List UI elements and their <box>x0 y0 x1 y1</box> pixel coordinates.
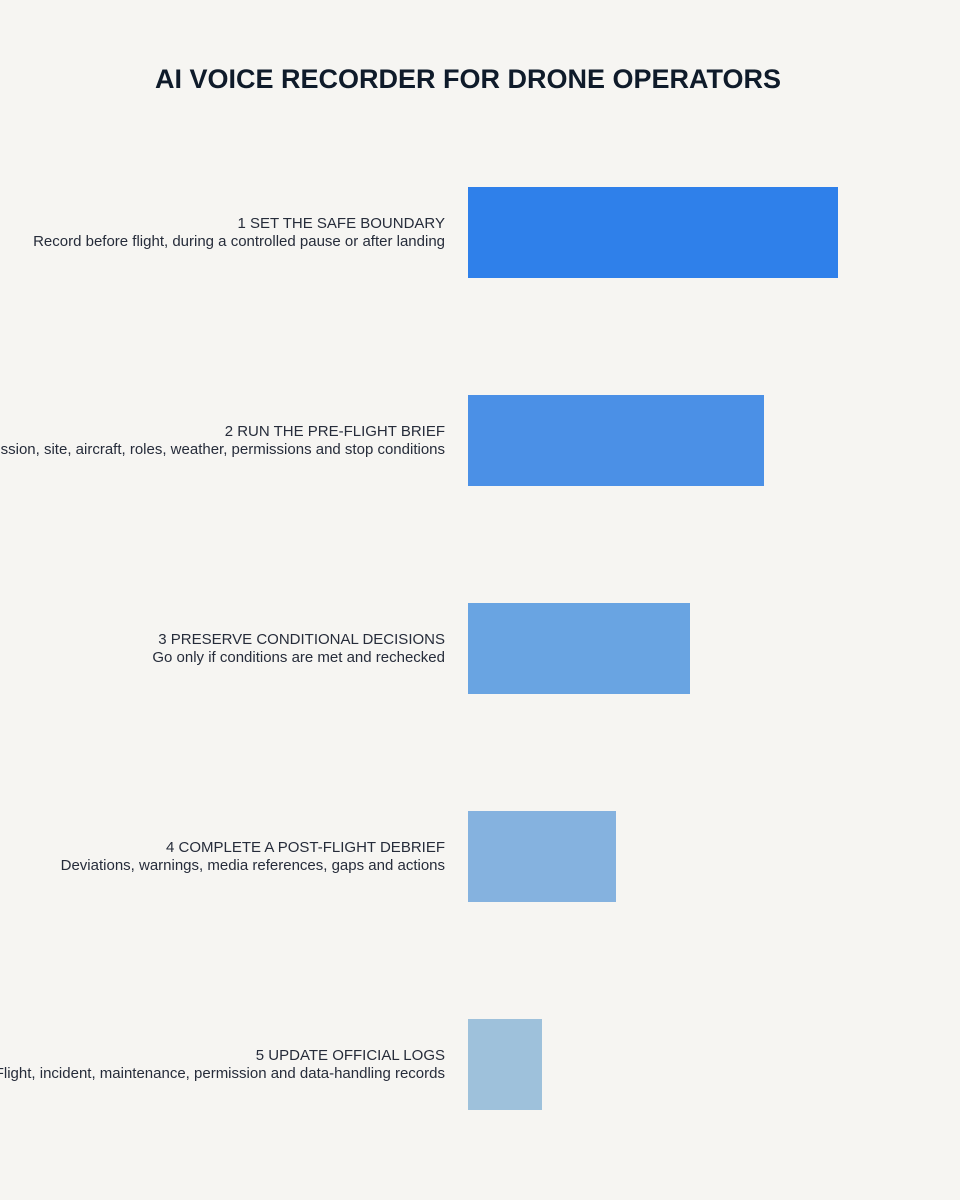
category-description: Flight, incident, maintenance, permissio… <box>0 1065 445 1082</box>
bar <box>468 1019 542 1110</box>
bar <box>468 811 616 902</box>
category-description: Mission, site, aircraft, roles, weather,… <box>0 441 445 458</box>
bar <box>468 603 690 694</box>
chart-title: AI VOICE RECORDER FOR DRONE OPERATORS <box>155 64 781 94</box>
category-label: 1 SET THE SAFE BOUNDARY <box>237 215 445 232</box>
category-label: 3 PRESERVE CONDITIONAL DECISIONS <box>158 631 445 648</box>
bar <box>468 187 838 278</box>
category-description: Record before flight, during a controlle… <box>33 233 445 250</box>
category-description: Deviations, warnings, media references, … <box>61 857 445 874</box>
category-description: Go only if conditions are met and rechec… <box>152 649 445 666</box>
bar <box>468 395 764 486</box>
category-label: 2 RUN THE PRE-FLIGHT BRIEF <box>225 423 445 440</box>
category-label: 4 COMPLETE A POST-FLIGHT DEBRIEF <box>166 839 445 856</box>
category-label: 5 UPDATE OFFICIAL LOGS <box>256 1047 445 1064</box>
